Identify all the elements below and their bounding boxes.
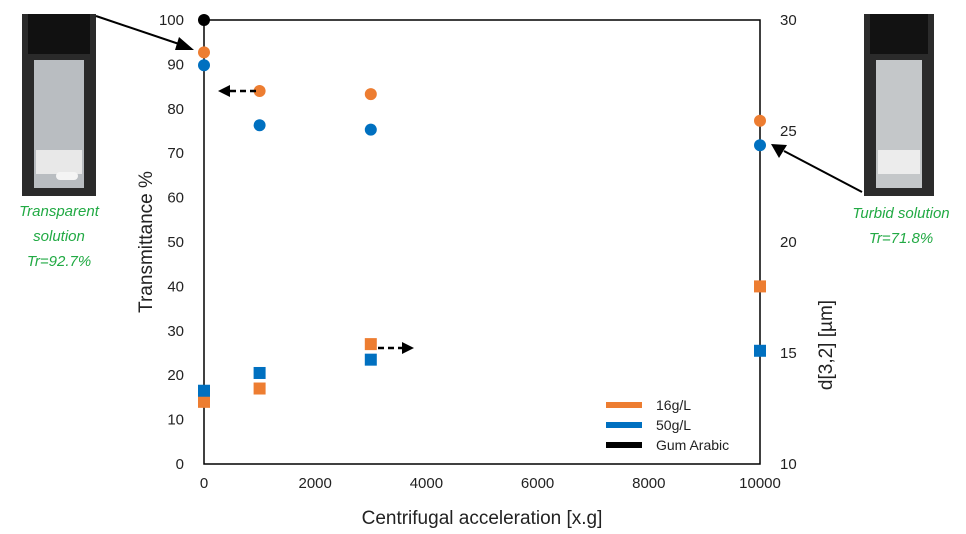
y-tick-label-70: 70: [167, 145, 184, 162]
legend-item-50gl: 50g/L: [606, 417, 691, 433]
legend: 16g/L 50g/L Gum Arabic: [606, 397, 729, 453]
turbid-callout-arrow: [771, 144, 863, 193]
transparent-annotation-line3: Tr=92.7%: [27, 253, 91, 270]
point-16g-l-square-1000: [253, 382, 266, 395]
point-16g-l-square-10000: [754, 280, 766, 293]
x-tick-label-0: 0: [200, 475, 208, 492]
point-50g-l-square-1000: [253, 366, 266, 379]
point-50g-l-circle-3000: [364, 123, 377, 136]
point-16g-l-circle-1000: [253, 85, 266, 98]
legend-item-gum-arabic: Gum Arabic: [606, 437, 729, 453]
y-tick-label-0: 0: [176, 456, 184, 473]
y-axis-title: Transmittance %: [136, 171, 157, 313]
y-tick-label-100: 100: [159, 12, 184, 29]
y-tick-label-30: 30: [167, 323, 184, 340]
point-50g-l-square-0: [198, 384, 210, 397]
y-tick-label-50: 50: [167, 234, 184, 251]
data-marks: [198, 14, 766, 408]
x-tick-label-10000: 10000: [739, 475, 781, 492]
y2-tick-label-25: 25: [780, 123, 797, 140]
y-tick-label-10: 10: [167, 412, 184, 429]
point-16g-l-circle-0: [198, 46, 210, 59]
plot-frame: [203, 19, 761, 465]
turbid-annotation-line2: Tr=71.8%: [869, 230, 933, 247]
y-tick-label-60: 60: [167, 190, 184, 207]
y-tick-label-20: 20: [167, 367, 184, 384]
left-axis-arrow: [218, 85, 256, 97]
point-50g-l-circle-10000: [754, 139, 766, 152]
y-tick-label-80: 80: [167, 101, 184, 118]
right-axis-arrow: [378, 342, 414, 354]
x-tick-label-8000: 8000: [632, 475, 665, 492]
point-gum-arabic-circle-0: [198, 14, 210, 26]
turbid-annotation-line1: Turbid solution: [852, 205, 949, 222]
x-tick-label-2000: 2000: [299, 475, 332, 492]
point-16g-l-circle-3000: [364, 88, 377, 101]
legend-label-50gl: 50g/L: [656, 417, 691, 433]
transparent-annotation-line2: solution: [33, 228, 85, 245]
transparent-vial-photo: [22, 14, 96, 196]
legend-label-gum-arabic: Gum Arabic: [656, 437, 729, 453]
y-tick-label-40: 40: [167, 278, 184, 295]
point-16g-l-circle-10000: [754, 114, 766, 127]
y-tick-label-90: 90: [167, 56, 184, 73]
y2-tick-label-30: 30: [780, 12, 797, 29]
y2-tick-label-20: 20: [780, 234, 797, 251]
point-50g-l-square-3000: [364, 353, 377, 366]
legend-label-16gl: 16g/L: [656, 397, 691, 413]
x-tick-label-6000: 6000: [521, 475, 554, 492]
y2-tick-label-10: 10: [780, 456, 797, 473]
point-16g-l-square-0: [198, 395, 210, 408]
y2-axis-title: d[3,2] [µm]: [816, 300, 837, 390]
legend-item-16gl: 16g/L: [606, 397, 691, 413]
x-axis-title: Centrifugal acceleration [x.g]: [362, 508, 603, 529]
point-16g-l-square-3000: [364, 338, 377, 351]
transparent-callout-arrow: [95, 15, 194, 50]
axis-ticks: 0 2000 4000 6000 8000 10000 0 10 20 30 40 50 60 70 80 9…: [159, 12, 797, 492]
transparent-annotation-line1: Transparent: [19, 203, 100, 220]
x-tick-label-4000: 4000: [410, 475, 443, 492]
point-50g-l-square-10000: [754, 344, 766, 357]
point-50g-l-circle-1000: [253, 119, 266, 132]
turbid-vial-photo: [864, 14, 934, 196]
y2-tick-label-15: 15: [780, 345, 797, 362]
point-50g-l-circle-0: [198, 59, 210, 72]
